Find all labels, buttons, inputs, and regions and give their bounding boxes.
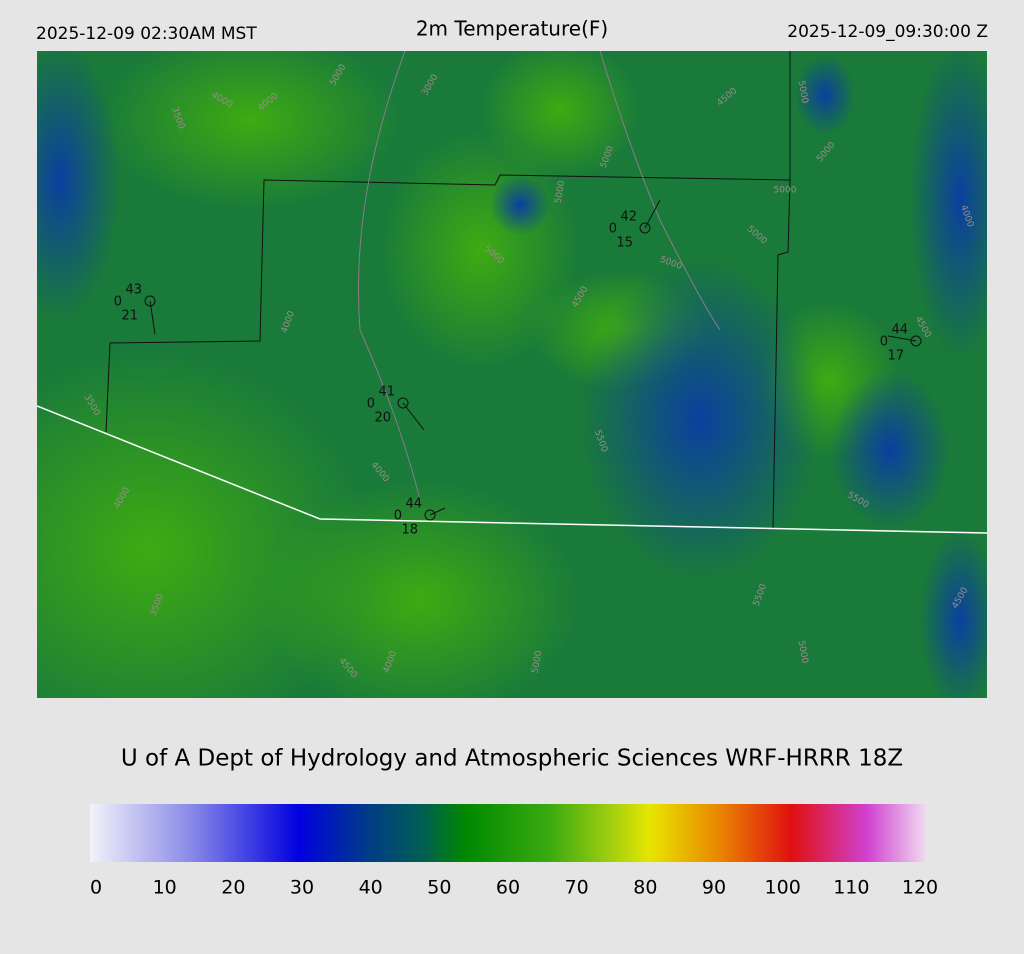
colorbar-tick-label: 60	[496, 877, 520, 899]
wind-speed: 0	[394, 509, 402, 524]
dewpoint: 17	[887, 349, 904, 364]
contour-label: 5000	[796, 640, 810, 665]
colorbar-tick-label: 0	[90, 877, 102, 899]
station-circle	[424, 509, 436, 521]
wind-barb	[149, 300, 156, 335]
temperature: 41	[378, 385, 395, 400]
dewpoint: 21	[121, 309, 138, 324]
dewpoint: 15	[616, 236, 633, 251]
wind-barb	[644, 199, 661, 229]
station-circle	[639, 222, 651, 234]
colorbar-tick-label: 40	[359, 877, 383, 899]
colorbar-tick-label: 10	[153, 877, 177, 899]
contour-label: 5000	[531, 650, 545, 675]
footer-credit: U of A Dept of Hydrology and Atmospheric…	[121, 746, 903, 772]
contour-label: 5000	[796, 80, 810, 105]
colorbar	[90, 804, 925, 862]
wind-speed: 0	[114, 295, 122, 310]
colorbar-tick-label: 110	[833, 877, 869, 899]
station-circle	[910, 335, 922, 347]
temperature: 43	[125, 283, 142, 298]
contour-label: 5000	[554, 180, 568, 205]
contour-label: 5000	[774, 186, 797, 196]
dewpoint: 20	[374, 411, 391, 426]
valid-time-utc: 2025-12-09_09:30:00 Z	[787, 22, 988, 42]
wind-barb	[402, 402, 425, 431]
wind-speed: 0	[880, 335, 888, 350]
temperature: 42	[620, 210, 637, 225]
dewpoint: 18	[401, 523, 418, 538]
colorbar-tick-label: 120	[902, 877, 938, 899]
station-circle	[397, 397, 409, 409]
map	[37, 51, 987, 698]
wind-speed: 0	[367, 397, 375, 412]
colorbar-tick-label: 50	[427, 877, 451, 899]
colorbar-tick-label: 70	[565, 877, 589, 899]
wind-speed: 0	[609, 222, 617, 237]
colorbar-ticks: 0 10 20 30 40 50 60 70 80 90 100 110 120	[90, 877, 938, 899]
colorbar-tick-label: 30	[290, 877, 314, 899]
colorbar-tick-label: 100	[765, 877, 801, 899]
colorbar-tick-label: 80	[633, 877, 657, 899]
temperature: 44	[891, 323, 908, 338]
temperature: 44	[405, 497, 422, 512]
station-circle	[144, 295, 156, 307]
colorbar-tick-label: 90	[702, 877, 726, 899]
title: 2m Temperature(F)	[416, 17, 608, 41]
colorbar-tick-label: 20	[221, 877, 245, 899]
wind-barb	[887, 335, 917, 342]
valid-time-local: 2025-12-09 02:30AM MST	[36, 24, 257, 44]
wind-barb	[429, 507, 446, 516]
